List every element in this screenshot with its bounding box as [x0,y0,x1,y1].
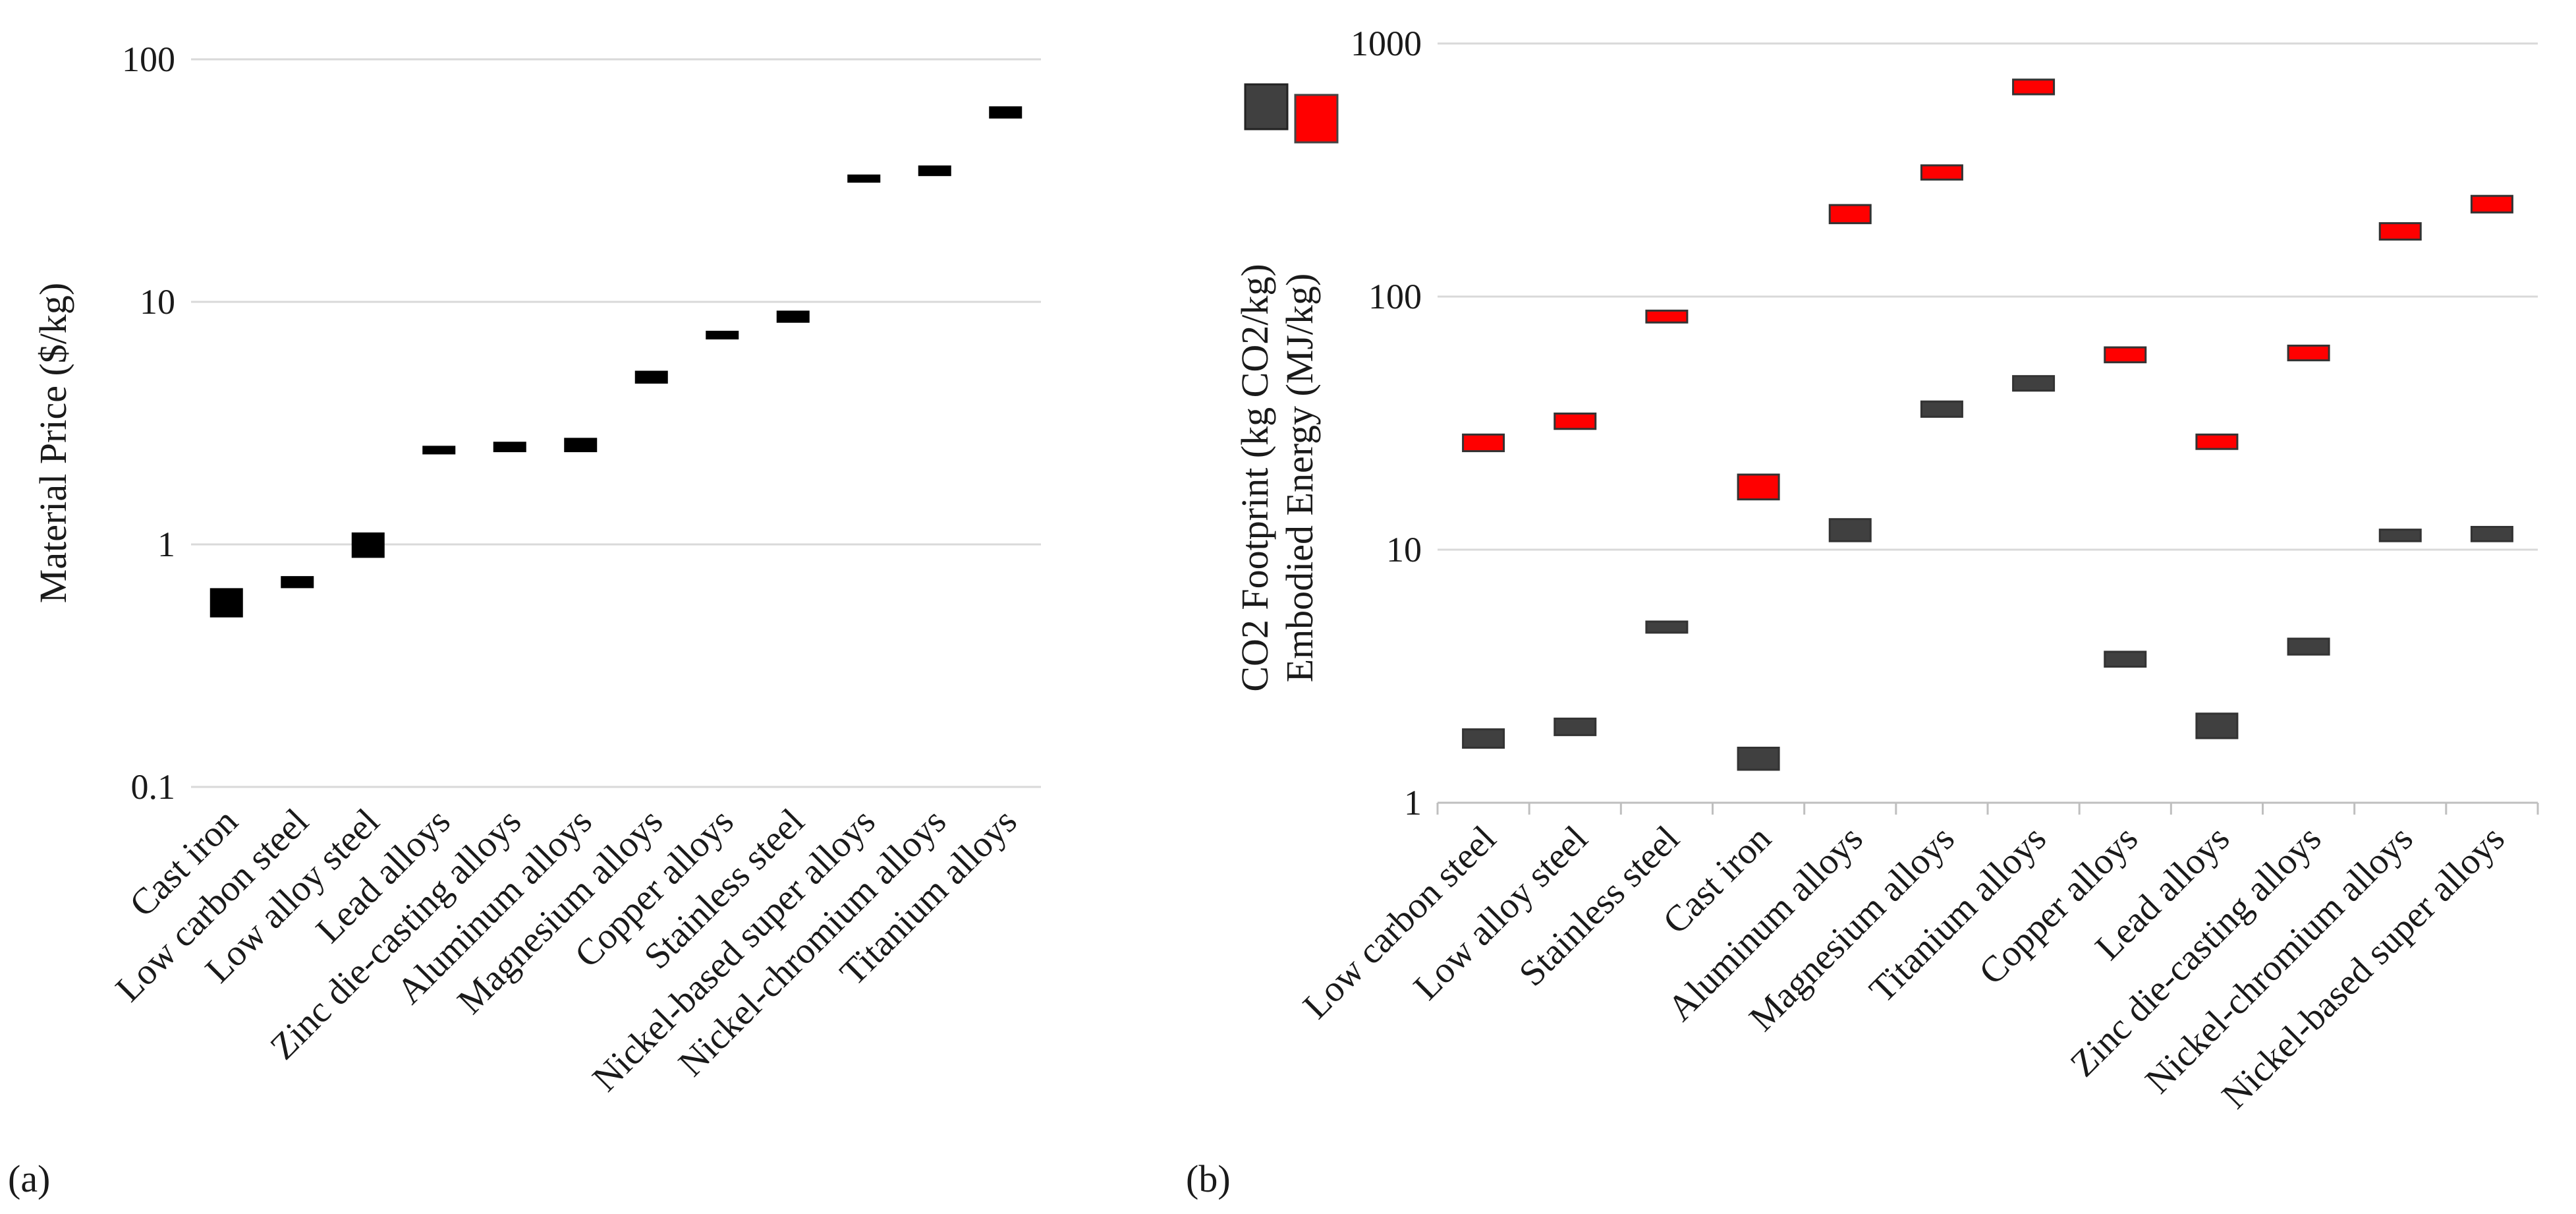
range-bar-b-co2-0 [1462,728,1505,749]
range-bar-b-energy-7 [2104,346,2147,364]
range-bar-b-energy-6 [2012,78,2056,96]
range-bar-a-s0-6 [634,370,668,384]
range-bar-a-s0-11 [989,106,1022,119]
y-tick-label-a-3: 100 [122,40,175,79]
panel-label-a: (a) [8,1157,50,1200]
range-bar-b-co2-4 [1828,518,1872,542]
range-bar-b-energy-3 [1737,473,1780,501]
range-bar-b-co2-8 [2195,712,2239,739]
range-bar-a-s0-4 [493,442,526,453]
range-bar-a-s0-10 [918,165,951,177]
range-bar-a-s0-5 [564,438,598,453]
y-tick-label-a-1: 1 [157,525,175,564]
range-bar-b-energy-8 [2195,433,2239,450]
range-bar-b-energy-1 [1554,412,1597,430]
range-bar-b-energy-5 [1920,164,1963,181]
range-bar-a-s0-1 [281,576,314,589]
y-tick-label-b-2: 100 [1368,277,1422,316]
x-category-label-b-2: Stainless steel [1511,818,1687,994]
range-bar-b-co2-9 [2287,637,2330,656]
range-bar-b-energy-2 [1645,309,1689,324]
legend-swatch-co2 [1244,83,1289,130]
range-bar-a-s0-7 [706,330,739,340]
range-bar-b-energy-4 [1828,204,1872,225]
range-bar-b-co2-3 [1737,746,1780,771]
y-axis-label-b-line1: CO2 Footprint (kg CO2/kg) [1233,264,1276,691]
y-tick-label-a-2: 10 [140,282,175,322]
range-bar-a-s0-0 [210,588,243,618]
range-bar-b-co2-1 [1554,717,1597,736]
range-bar-b-co2-11 [2470,525,2513,542]
range-bar-b-co2-6 [2012,375,2056,392]
x-category-label-b-7: Copper alloys [1971,818,2146,993]
y-axis-label-a: Material Price ($/kg) [32,283,74,603]
range-bar-b-energy-11 [2470,194,2513,214]
y-tick-label-b-0: 1 [1404,783,1422,823]
range-bar-b-energy-9 [2287,344,2330,362]
range-bar-a-s0-2 [351,532,385,558]
range-bar-a-s0-9 [847,174,881,183]
range-bar-b-co2-2 [1645,620,1689,634]
range-bar-b-energy-0 [1462,433,1505,453]
range-bar-a-s0-8 [776,310,810,323]
panel-label-b: (b) [1186,1157,1231,1200]
y-axis-label-b-line2: Embodied Energy (MJ/kg) [1278,274,1321,683]
y-tick-label-b-3: 1000 [1351,24,1422,63]
y-tick-label-b-1: 10 [1386,530,1422,569]
range-bar-b-energy-10 [2378,222,2422,241]
range-bar-a-s0-3 [422,446,456,455]
y-tick-label-a-0: 0.1 [131,767,176,807]
legend-swatch-energy [1294,94,1339,144]
range-bar-b-co2-5 [1920,400,1963,418]
range-bar-b-co2-10 [2378,529,2422,542]
range-bar-b-co2-7 [2104,650,2147,668]
